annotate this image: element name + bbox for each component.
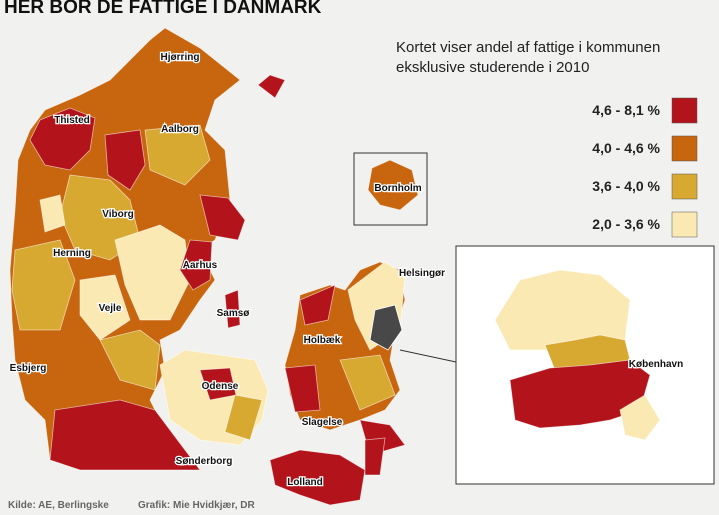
place-label: Slagelse — [302, 417, 343, 428]
region — [99, 329, 161, 391]
credit: Grafik: Mie Hvidkjær, DR — [138, 500, 255, 511]
place-label: Thisted — [54, 115, 90, 126]
place-label: København — [629, 359, 683, 370]
region — [79, 274, 131, 341]
map — [9, 27, 406, 506]
region — [179, 239, 213, 291]
place-label: Lolland — [287, 477, 323, 488]
place-label: Vejle — [99, 303, 122, 314]
source: Kilde: AE, Berlingske — [8, 500, 109, 511]
region — [199, 194, 246, 241]
subtitle: eksklusive studerende i 2010 — [396, 59, 589, 76]
region — [299, 284, 336, 326]
place-label: Samsø — [217, 308, 251, 319]
legend-swatch — [671, 135, 698, 162]
copenhagen-area — [369, 304, 403, 351]
place-label: Odense — [202, 381, 239, 392]
region — [39, 194, 66, 233]
place-label: Helsingør — [399, 268, 445, 279]
region — [144, 124, 211, 186]
region — [49, 399, 201, 471]
place-label: Sønderborg — [176, 456, 233, 467]
region — [494, 269, 631, 351]
region — [269, 449, 366, 506]
region — [224, 394, 263, 441]
title: HER BOR DE FATTIGE I DANMARK — [4, 0, 322, 18]
region — [339, 354, 396, 411]
region — [11, 239, 76, 331]
region — [364, 437, 386, 476]
legend: 4,6 - 8,1 % 4,0 - 4,6 % 3,6 - 4,0 % 2,0 - 3… — [592, 97, 698, 238]
legend-label: 2,0 - 3,6 % — [592, 216, 660, 232]
region — [257, 74, 286, 99]
region — [104, 129, 146, 191]
region — [284, 364, 321, 413]
place-label: Herning — [53, 248, 91, 259]
region — [367, 159, 419, 211]
place-label: Aalborg — [161, 124, 199, 135]
region — [29, 107, 96, 171]
legend-label: 4,6 - 8,1 % — [592, 102, 660, 118]
inset-frame — [353, 152, 428, 226]
place-label: Aarhus — [183, 260, 218, 271]
legend-label: 4,0 - 4,6 % — [592, 140, 660, 156]
region — [224, 289, 241, 329]
subtitle: Kortet viser andel af fattige i kommunen — [396, 39, 660, 56]
legend-label: 3,6 - 4,0 % — [592, 178, 660, 194]
place-labels: Hjørring Thisted Aalborg Viborg Herning Aarhu… — [8, 51, 684, 490]
place-label: Bornholm — [374, 183, 421, 194]
legend-swatch — [671, 211, 698, 238]
place-label: Viborg — [102, 209, 133, 220]
place-label: Esbjerg — [10, 363, 47, 374]
region — [114, 224, 191, 321]
region — [619, 394, 661, 441]
place-label: Holbæk — [304, 335, 341, 346]
legend-swatch — [671, 173, 698, 200]
legend-swatch — [671, 97, 698, 124]
connector — [399, 349, 457, 363]
place-label: Hjørring — [161, 52, 200, 63]
